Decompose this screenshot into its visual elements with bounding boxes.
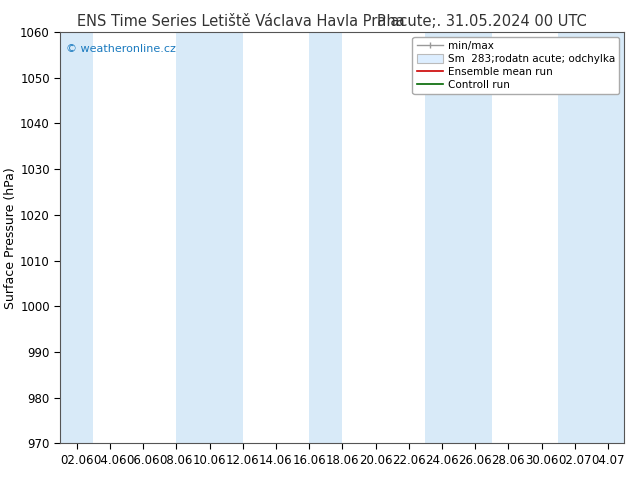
Bar	[558, 32, 624, 443]
Text: P acute;. 31.05.2024 00 UTC: P acute;. 31.05.2024 00 UTC	[377, 14, 586, 29]
Y-axis label: Surface Pressure (hPa): Surface Pressure (hPa)	[4, 167, 17, 309]
Text: ENS Time Series Letiště Václava Havla Praha: ENS Time Series Letiště Václava Havla Pr…	[77, 14, 404, 29]
Legend: min/max, Sm  283;rodatn acute; odchylka, Ensemble mean run, Controll run: min/max, Sm 283;rodatn acute; odchylka, …	[413, 37, 619, 94]
Bar	[176, 32, 243, 443]
Text: © weatheronline.cz: © weatheronline.cz	[66, 44, 176, 54]
Bar	[60, 32, 93, 443]
Bar	[425, 32, 492, 443]
Bar	[309, 32, 342, 443]
